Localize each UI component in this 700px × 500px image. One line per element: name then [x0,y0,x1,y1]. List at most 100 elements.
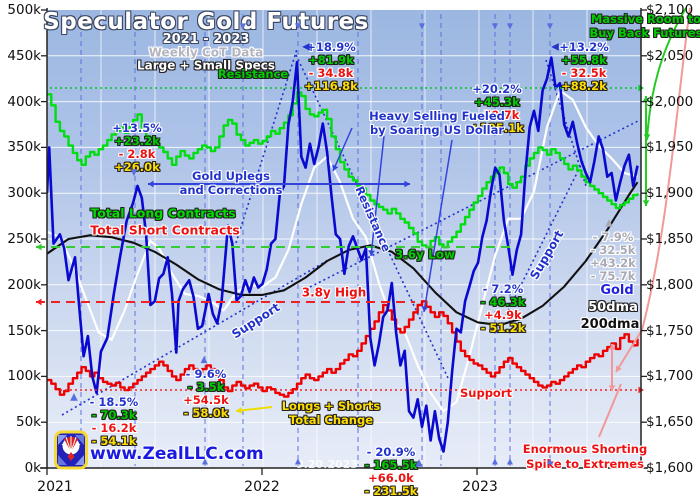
stat-line: - 58.0k [183,406,229,420]
stats-2021-correction-2: - 9.6% - 3.5k +54.5k - 58.0k [183,368,229,420]
stat-line: - 7.9% [592,230,634,244]
series-total-short-contracts [47,300,639,398]
series-label-gold: Gold [600,283,634,299]
plot-layer [47,10,641,468]
stat-line: +13.2% [559,40,609,54]
series-gold-price [47,56,639,453]
left-axis-tick: 200k [7,276,41,293]
stat-line: - 3.5k [187,380,225,394]
stat-line: +81.9k [308,53,354,67]
stats-2023-correction: - 7.2% - 46.3k +4.9k - 51.2k [481,283,526,335]
title-weekly-cot: Weekly CoT Data [148,45,264,60]
left-axis-tick: 0k [24,460,41,476]
longs-shorts-line2: Total Change [288,412,374,427]
legend-total-short: Total Short Contracts [90,222,240,238]
zeal-logo [54,430,88,470]
x-axis-tick-2022: 2022 [244,479,280,495]
stat-line: +54.5k [183,393,229,407]
right-axis-tick: $1,900 [646,185,694,202]
arrow-left-2022-peak: ◀ [302,41,310,53]
low-3-6y: 3.6y Low [394,247,456,262]
stat-line: - 32.5k [590,243,636,257]
vline-bottom-marker: ▲ [201,456,209,466]
date-stamp: 9.20.2023 [296,458,358,472]
stats-2021-correction-1: - 18.5% - 70.3k - 16.2k - 54.1k [90,396,139,448]
stat-line: - 231.5k [364,484,418,498]
vline-top-marker: ▼ [418,21,426,31]
gold-uplegs-line1: Gold Uplegs [192,168,270,183]
x-axis-tick-2023: 2023 [462,479,498,495]
massive-room-line2: Buy Back Futures [589,25,700,40]
right-axis-tick: $1,850 [646,231,694,247]
arrow-left-2023-peak: ◀ [551,41,559,53]
stat-line: +13.5% [112,121,162,135]
title-years: 2021 - 2023 [162,32,250,48]
legend-total-long: Total Long Contracts [90,205,236,221]
stat-line: +45.3k [474,95,520,109]
stats-2023-peak: +13.2% +55.8k - 32.5k +88.2k [559,41,609,93]
vline-bottom-marker: ▲ [546,456,554,466]
stat-line: +26.0k [114,160,160,174]
stat-line: - 34.8k [308,66,354,80]
vline-bottom-marker: ▲ [491,456,499,466]
right-axis-tick: $1,750 [646,322,694,339]
vline-top-marker: ▼ [294,21,302,31]
right-axis-tick: $1,800 [646,276,694,293]
stat-line: - 16.2k [91,421,137,435]
stat-line: - 46.3k [480,295,526,309]
massive-room-line1: Massive Room to [590,11,700,26]
series-total-long-contracts [47,91,639,249]
stat-line: - 2.8k [118,147,156,161]
arrow-down-2021upleg: ▼ [130,168,138,178]
vline-top-marker: ▼ [239,21,247,31]
support-shorts: Support [459,385,513,400]
left-axis-tick: 400k [7,93,41,110]
enormous-shorting-line1: Enormous Shorting [522,441,648,456]
stat-line: +4.9k [484,308,522,322]
heavy-selling-line2: by Soaring US Dollar [369,122,505,137]
left-axis-tick: 300k [7,185,41,202]
stat-line: - 75.7k [590,269,636,283]
stat-line: - 54.1k [91,434,137,448]
vline-bottom-marker: ▲ [294,456,302,466]
right-axis-tick: $2,050 [646,47,694,64]
stats-2023-upleg: +20.2% +45.3k - 59.7k +105.1k [470,83,524,135]
stat-line: +23.2k [114,134,160,148]
stats-current-correction: - 7.9% - 32.5k +43.2k - 75.7k [590,231,636,283]
stats-2021-upleg: +13.5% +23.2k - 2.8k +26.0k [112,122,162,174]
stat-line: - 70.3k [91,408,137,422]
series-label-200dma: 200dma [580,317,640,333]
title-specs: Large + Small Specs [136,58,276,73]
stat-line: +18.9% [306,40,356,54]
left-axis-tick: 50k [16,414,41,431]
stat-line: - 18.5% [89,395,139,409]
stat-line: - 9.6% [185,367,227,381]
left-axis-tick: 100k [7,368,41,385]
right-axis-tick: $2,000 [646,93,694,110]
vline-top-marker: ▼ [491,21,499,31]
zeal-url-link[interactable]: www.ZealLLC.com [90,444,264,465]
right-axis-tick: $1,950 [646,139,694,156]
series-label-50dma: 50dma [588,300,638,316]
left-axis-tick: 250k [7,231,41,247]
arrow-up-2022corr: ▲ [415,457,423,469]
left-axis-tick: 450k [7,47,41,64]
vline-bottom-marker: ▲ [506,456,514,466]
stat-line: - 20.9% [366,445,416,459]
stats-2022-correction: - 20.9% - 165.5k +66.0k - 231.5k [365,446,418,498]
stat-line: - 32.5k [561,66,607,80]
stat-line: +55.8k [561,53,607,67]
arrow-up-2021corr2: ▲ [200,355,208,365]
stat-line: +105.1k [470,121,524,135]
right-axis-tick: $1,650 [646,414,694,431]
arrow-up-current: ▲ [605,217,613,229]
page-title: Speculator Gold Futures [43,8,369,35]
vline-top-marker: ▼ [546,21,554,31]
high-3-8y: 3.8y High [301,285,367,300]
stat-line: - 7.2% [482,282,524,296]
vline-top-marker: ▼ [506,21,514,31]
left-axis-tick: 350k [7,139,41,156]
gold-uplegs-line2: and Corrections [179,182,283,197]
